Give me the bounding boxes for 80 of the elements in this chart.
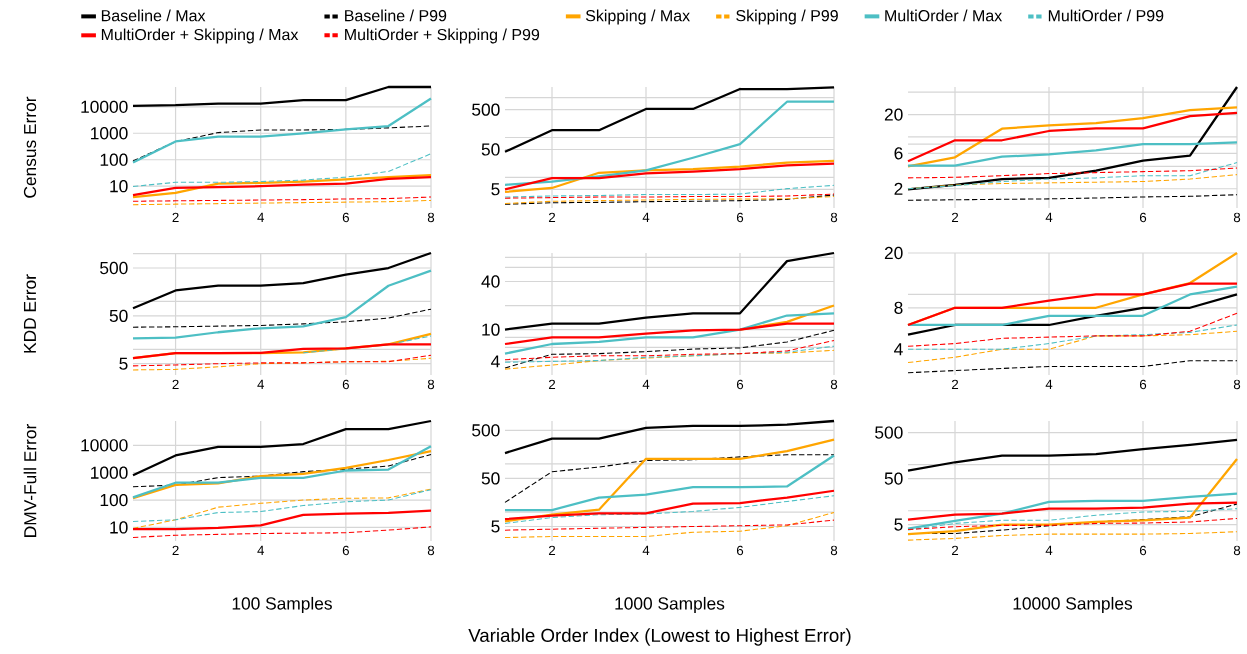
x-tick-label: 2 [172, 379, 179, 390]
x-tick-label: 8 [1233, 545, 1241, 556]
x-tick-label: 4 [1045, 212, 1053, 222]
x-tick-label: 4 [1045, 379, 1053, 389]
x-tick-label: 4 [642, 545, 650, 555]
x-tick-label: 6 [342, 545, 349, 556]
x-tick-label: 4 [257, 545, 265, 555]
y-tick-label: 6 [894, 147, 903, 160]
legend-label: MultiOrder + Skipping / P99 [345, 28, 540, 44]
y-tick-label: 10 [110, 521, 128, 534]
x-tick-label: 8 [427, 379, 435, 390]
x-tick-label: 8 [830, 212, 838, 223]
x-tick-label: 6 [736, 212, 744, 223]
y-axis-title: DMV-Full Error [23, 424, 37, 537]
x-tick-label: 6 [1139, 212, 1147, 223]
legend-label: Skipping / Max [585, 9, 690, 25]
y-tick-label: 10000 [81, 100, 128, 113]
x-tick-label: 4 [1045, 545, 1053, 555]
x-tick-label: 6 [1139, 545, 1147, 556]
x-tick-label: 6 [342, 212, 349, 223]
y-tick-label: 10 [110, 180, 128, 193]
x-tick-label: 2 [548, 379, 556, 390]
y-axis-title: Census Error [23, 96, 37, 198]
y-tick-label: 1000 [91, 127, 128, 140]
x-tick-label: 6 [342, 379, 349, 390]
x-tick-label: 2 [951, 379, 959, 390]
x-tick-label: 4 [642, 379, 650, 389]
y-tick-label: 4 [894, 343, 903, 356]
legend-label: Baseline / Max [101, 9, 206, 22]
x-tick-label: 6 [736, 545, 744, 556]
y-tick-label: 50 [884, 472, 903, 485]
x-tick-label: 4 [642, 212, 650, 222]
x-tick-label: 8 [1233, 379, 1241, 390]
y-tick-label: 40 [481, 275, 500, 288]
y-axis-title: KDD Error [23, 274, 37, 353]
y-tick-label: 5 [491, 520, 500, 533]
y-tick-label: 100 [100, 153, 128, 166]
legend-label: MultiOrder / P99 [1048, 9, 1164, 22]
x-tick-label: 2 [548, 545, 556, 556]
y-tick-label: 2 [894, 182, 903, 195]
x-tick-label: 8 [830, 379, 838, 390]
x-axis-title: 10000 Samples [1013, 596, 1133, 614]
legend-label: Baseline / P99 [345, 9, 447, 22]
x-tick-label: 4 [257, 379, 265, 389]
y-tick-label: 50 [109, 309, 128, 322]
legend-label: MultiOrder / Max [885, 9, 1003, 22]
x-tick-label: 4 [257, 212, 265, 222]
y-tick-label: 500 [100, 261, 128, 275]
x-tick-label: 6 [1139, 379, 1147, 390]
y-tick-label: 50 [481, 143, 500, 156]
text: Variable Order Index (Lowest to Highest Error) [468, 628, 851, 646]
y-tick-label: 100 [100, 493, 128, 507]
x-axis-title: 1000 Samples [615, 596, 725, 614]
y-tick-label: 5 [894, 518, 903, 531]
x-axis-title: 100 Samples [232, 596, 332, 614]
x-tick-label: 8 [427, 545, 435, 556]
x-tick-label: 2 [172, 212, 179, 223]
y-tick-label: 10 [482, 323, 500, 336]
y-tick-label: 4 [491, 355, 500, 368]
y-tick-label: 20 [884, 108, 903, 121]
x-tick-label: 2 [951, 212, 959, 223]
x-tick-label: 8 [427, 212, 435, 223]
y-tick-label: 500 [472, 424, 500, 437]
y-tick-label: 8 [894, 301, 903, 314]
x-tick-label: 2 [548, 212, 556, 223]
y-tick-label: 5 [491, 183, 500, 196]
y-tick-label: 10000 [81, 439, 128, 452]
y-tick-label: 50 [481, 472, 500, 485]
y-tick-label: 500 [875, 426, 903, 439]
x-tick-label: 8 [830, 545, 838, 556]
y-tick-label: 20 [884, 246, 903, 260]
x-tick-label: 2 [172, 545, 179, 556]
y-tick-label: 500 [472, 103, 500, 116]
x-tick-label: 8 [1233, 212, 1241, 223]
y-tick-label: 1000 [91, 466, 128, 479]
legend-label: MultiOrder + Skipping / Max [101, 28, 299, 44]
x-tick-label: 6 [736, 379, 744, 390]
y-tick-label: 5 [119, 357, 128, 370]
x-tick-label: 2 [951, 545, 959, 556]
legend-label: Skipping / P99 [736, 9, 838, 25]
